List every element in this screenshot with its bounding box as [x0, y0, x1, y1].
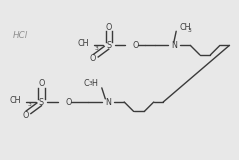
Text: 3: 3 [88, 81, 92, 86]
Text: 3: 3 [188, 28, 192, 33]
Text: 3: 3 [27, 102, 31, 107]
Text: S: S [106, 41, 111, 50]
Text: CH: CH [180, 23, 191, 32]
Text: HCl: HCl [13, 32, 28, 40]
Text: O: O [90, 54, 96, 63]
Text: CH: CH [77, 39, 89, 48]
Text: O: O [22, 111, 29, 120]
Text: N: N [171, 41, 177, 50]
Text: O: O [132, 41, 139, 50]
Text: O: O [65, 97, 71, 107]
Text: 3: 3 [95, 46, 98, 51]
Text: H: H [91, 79, 97, 88]
Text: S: S [39, 97, 44, 107]
Text: CH: CH [10, 96, 22, 105]
Text: C: C [83, 79, 89, 88]
Text: O: O [106, 23, 112, 32]
Text: N: N [105, 97, 111, 107]
Text: O: O [38, 79, 45, 88]
